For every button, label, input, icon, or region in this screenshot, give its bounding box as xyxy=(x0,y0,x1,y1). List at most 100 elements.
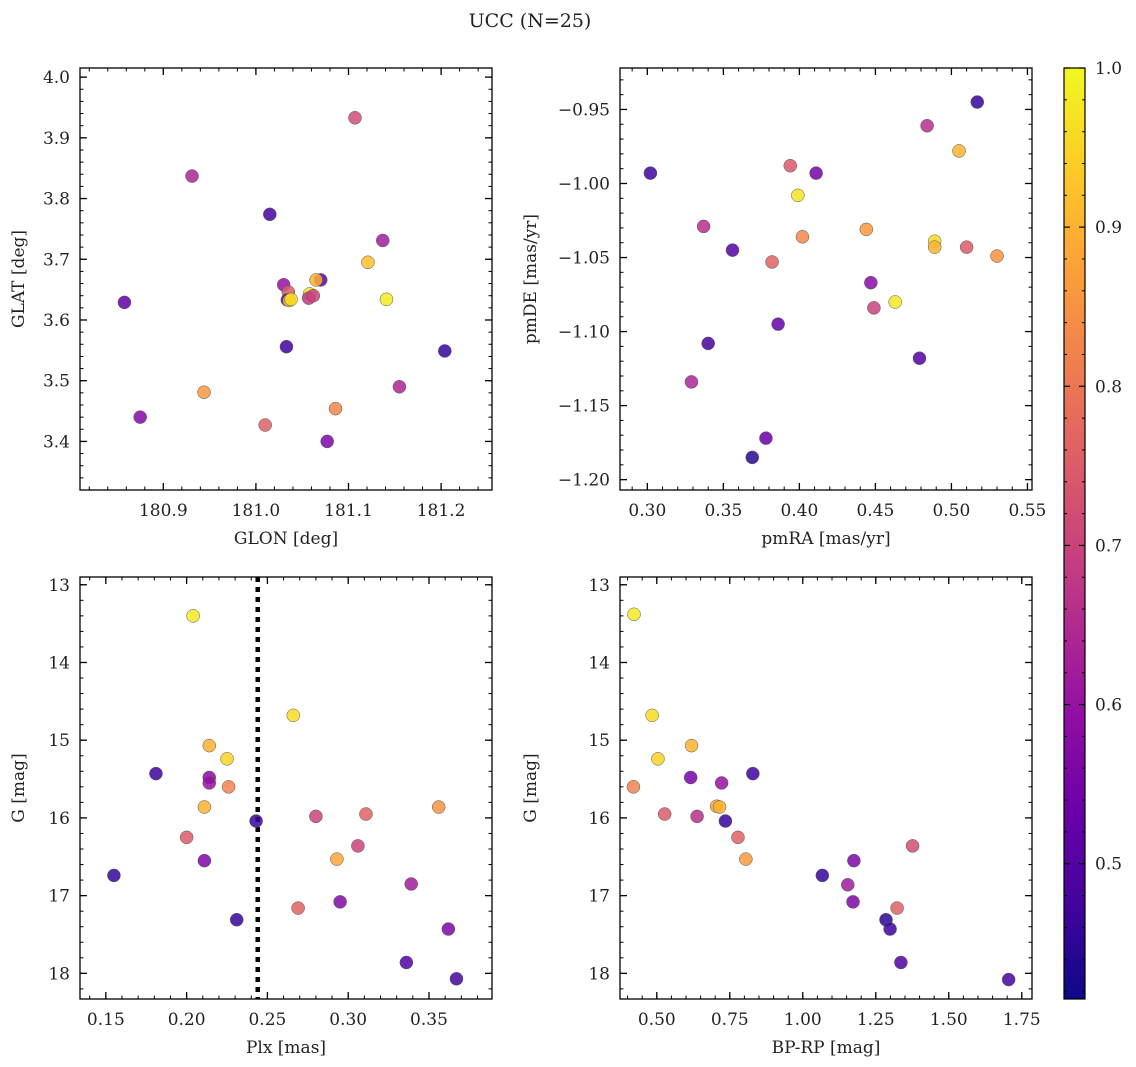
scatter-point xyxy=(990,249,1004,263)
scatter-point xyxy=(197,385,211,399)
scatter-point xyxy=(627,607,641,622)
scatter-point xyxy=(927,240,942,254)
colorbar-tick-label: 0.7 xyxy=(1095,536,1122,556)
axes-frame xyxy=(619,576,1033,1000)
scatter-point xyxy=(330,852,344,866)
x-tick-label: 0.30 xyxy=(329,1010,367,1030)
scatter-point xyxy=(449,972,464,986)
y-tick-label: 17 xyxy=(48,887,70,907)
scatter-point xyxy=(1001,972,1016,987)
scatter-point xyxy=(376,233,390,248)
scatter-point xyxy=(438,344,452,358)
figure-title: UCC (N=25) xyxy=(469,10,592,32)
scatter-point xyxy=(759,431,773,445)
scatter-points xyxy=(117,111,452,449)
y-tick-label: 14 xyxy=(588,653,610,673)
scatter-point xyxy=(657,807,672,821)
scatter-point xyxy=(348,111,362,125)
scatter-point xyxy=(952,144,966,158)
y-tick-label: 4.0 xyxy=(43,68,70,88)
x-axis-label: pmRA [mas/yr] xyxy=(761,529,890,549)
x-axis-label: GLON [deg] xyxy=(234,529,338,549)
scatter-point xyxy=(684,738,699,753)
y-tick-label: 3.6 xyxy=(43,311,70,331)
scatter-point xyxy=(399,955,414,970)
x-tick-label: 181.2 xyxy=(417,501,466,521)
scatter-point xyxy=(258,418,272,432)
colorbar-tick-label: 1.0 xyxy=(1095,59,1122,79)
x-tick-label: 0.30 xyxy=(628,501,666,521)
y-axis-label: pmDE [mas/yr] xyxy=(521,214,541,344)
scatter-point xyxy=(359,807,373,821)
axes-frame xyxy=(79,67,493,491)
scatter-point xyxy=(651,752,665,766)
colorbar-tick-label: 0.6 xyxy=(1095,696,1122,716)
scatter-point xyxy=(791,188,805,203)
y-tick-label: −1.20 xyxy=(558,471,610,491)
colorbar-tick-label: 0.5 xyxy=(1095,855,1122,875)
x-tick-label: 0.15 xyxy=(87,1010,125,1030)
scatter-point xyxy=(683,770,698,785)
x-tick-label: 0.40 xyxy=(780,501,818,521)
scatter-point xyxy=(714,776,729,790)
scatter-point xyxy=(890,901,904,915)
y-tick-label: 3.4 xyxy=(43,432,70,452)
scatter-point xyxy=(328,401,343,416)
scatter-point xyxy=(712,800,727,814)
scatter-point xyxy=(970,95,985,109)
y-tick-label: 14 xyxy=(48,653,70,673)
scatter-point xyxy=(284,292,298,307)
ticks xyxy=(620,577,1032,999)
scatter-point xyxy=(291,901,305,915)
y-axis-label: G [mag] xyxy=(9,753,29,822)
y-tick-label: 13 xyxy=(588,576,610,596)
colorbar-frame xyxy=(1063,67,1086,1000)
x-tick-label: 0.45 xyxy=(856,501,894,521)
scatter-point xyxy=(643,166,658,180)
scatter-points xyxy=(643,95,1004,465)
scatter-point xyxy=(783,158,798,173)
scatter-point xyxy=(107,868,121,883)
scatter-point xyxy=(392,380,407,394)
panel-pmra-pmde: 0.30 0.35 0.40 0.45 0.50 0.55 −0.95 −1.00 −1.05 −… xyxy=(521,67,1046,549)
scatter-point xyxy=(815,868,830,883)
scatter-point xyxy=(859,222,874,237)
scatter-point xyxy=(306,288,321,303)
scatter-point xyxy=(864,275,878,290)
y-axis-label: GLAT [deg] xyxy=(9,230,29,328)
y-tick-label: −1.05 xyxy=(558,249,610,269)
scatter-point xyxy=(263,207,277,222)
x-tick-label: 0.25 xyxy=(248,1010,286,1030)
scatter-point xyxy=(351,839,365,853)
scatter-point xyxy=(404,877,418,891)
x-tick-label: 1.00 xyxy=(784,1010,822,1030)
scatter-point xyxy=(883,922,897,936)
scatter-point xyxy=(846,895,860,909)
scatter-point xyxy=(888,295,902,309)
scatter-point xyxy=(249,814,263,828)
scatter-point xyxy=(186,609,200,623)
scatter-point xyxy=(690,809,704,824)
scatter-point xyxy=(202,776,217,790)
x-tick-label: 181.1 xyxy=(324,501,373,521)
y-tick-label: 17 xyxy=(588,887,610,907)
scatter-point xyxy=(645,708,659,723)
scatter-point xyxy=(149,766,163,781)
scatter-point xyxy=(220,752,234,766)
y-tick-label: 18 xyxy=(48,964,70,984)
y-axis-label: G [mag] xyxy=(521,753,541,822)
x-axis-label: BP-RP [mag] xyxy=(772,1038,881,1058)
colorbar-tick-label: 0.9 xyxy=(1095,218,1122,238)
scatter-point xyxy=(847,853,861,868)
scatter-point xyxy=(959,240,974,254)
scatter-point xyxy=(701,336,715,351)
y-tick-label: 3.8 xyxy=(43,190,70,210)
scatter-point xyxy=(809,166,823,180)
x-tick-label: 1.25 xyxy=(857,1010,895,1030)
scatter-point xyxy=(286,708,301,723)
scatter-point xyxy=(867,301,881,315)
scatter-point xyxy=(905,839,920,853)
ticks xyxy=(80,577,492,999)
scatter-point xyxy=(320,434,334,449)
